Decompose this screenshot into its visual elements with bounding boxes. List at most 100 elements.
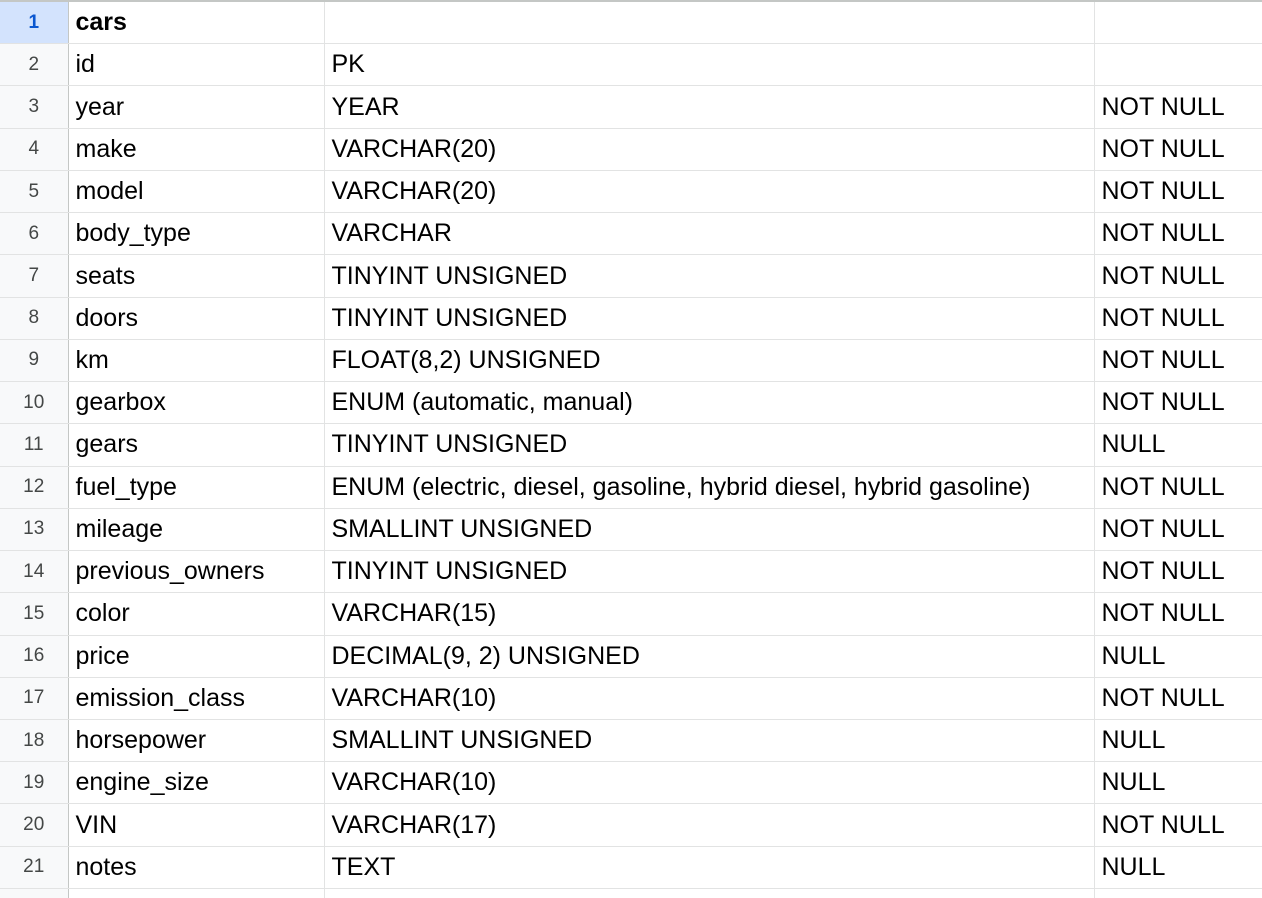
cell-column-b[interactable]: DECIMAL(9, 2) UNSIGNED [324,635,1095,678]
row-header[interactable]: 5 [0,170,69,214]
cell-column-a[interactable]: emission_class [68,677,325,720]
cell-column-b[interactable]: TINYINT UNSIGNED [324,550,1095,594]
empty-cell[interactable] [324,888,1095,898]
cell-column-c[interactable]: NOT NULL [1094,170,1262,214]
cell-column-a[interactable]: body_type [68,212,325,256]
cell-column-a[interactable]: fuel_type [68,466,325,509]
cell-column-a[interactable]: id [68,43,325,87]
cell-column-b[interactable]: VARCHAR [324,212,1095,256]
cell-column-a[interactable]: gearbox [68,381,325,425]
row-header[interactable]: 7 [0,254,69,298]
table-row: 16 price DECIMAL(9, 2) UNSIGNED NULL [0,635,1262,678]
row-header[interactable]: 9 [0,339,69,383]
cell-column-c[interactable]: NOT NULL [1094,677,1262,720]
cell-column-c[interactable]: NULL [1094,846,1262,889]
cell-column-c[interactable]: NOT NULL [1094,508,1262,552]
cell-column-b[interactable]: YEAR [324,85,1095,129]
cell-column-c[interactable]: NULL [1094,719,1262,763]
cell-column-a[interactable]: gears [68,423,325,467]
cell-column-c[interactable] [1094,0,1262,45]
row-header[interactable]: 8 [0,297,69,340]
row-header[interactable]: 4 [0,128,69,171]
cell-column-b[interactable]: PK [324,43,1095,87]
cell-column-a[interactable]: model [68,170,325,214]
cell-column-b[interactable]: SMALLINT UNSIGNED [324,719,1095,763]
row-header[interactable]: 10 [0,381,69,425]
cell-column-b[interactable]: TEXT [324,846,1095,889]
cell-column-c[interactable]: NULL [1094,423,1262,467]
cell-column-b[interactable]: TINYINT UNSIGNED [324,423,1095,467]
row-header[interactable]: 21 [0,846,69,889]
cell-column-a[interactable]: engine_size [68,761,325,805]
row-header[interactable]: 17 [0,677,69,720]
table-row: 20 VIN VARCHAR(17) NOT NULL [0,803,1262,847]
cell-column-b[interactable]: ENUM (automatic, manual) [324,381,1095,425]
cell-column-b[interactable]: VARCHAR(10) [324,761,1095,805]
table-row: 17 emission_class VARCHAR(10) NOT NULL [0,677,1262,720]
cell-column-c[interactable]: NOT NULL [1094,297,1262,340]
row-header[interactable]: 1 [0,0,69,45]
cell-column-c[interactable]: NOT NULL [1094,550,1262,594]
cell-column-b[interactable] [324,0,1095,45]
table-row: 11 gears TINYINT UNSIGNED NULL [0,423,1262,467]
cell-column-b[interactable]: SMALLINT UNSIGNED [324,508,1095,552]
row-header[interactable]: 2 [0,43,69,87]
table-row: 5 model VARCHAR(20) NOT NULL [0,170,1262,214]
table-row: 3 year YEAR NOT NULL [0,85,1262,129]
cell-column-a[interactable]: seats [68,254,325,298]
cell-column-b[interactable]: VARCHAR(15) [324,592,1095,636]
cell-column-a[interactable]: horsepower [68,719,325,763]
cell-column-c[interactable]: NULL [1094,761,1262,805]
cell-column-c[interactable]: NOT NULL [1094,339,1262,383]
row-header[interactable]: 12 [0,466,69,509]
cell-column-a[interactable]: price [68,635,325,678]
empty-cell[interactable] [1094,888,1262,898]
cell-column-b[interactable]: VARCHAR(20) [324,170,1095,214]
row-header[interactable]: 3 [0,85,69,129]
cell-column-b[interactable]: VARCHAR(10) [324,677,1095,720]
cell-column-a[interactable]: make [68,128,325,171]
row-header[interactable]: 20 [0,803,69,847]
table-row: 9 km FLOAT(8,2) UNSIGNED NOT NULL [0,339,1262,383]
cell-column-c[interactable] [1094,43,1262,87]
cell-column-c[interactable]: NOT NULL [1094,466,1262,509]
cell-column-b[interactable]: TINYINT UNSIGNED [324,254,1095,298]
cell-column-b[interactable]: ENUM (electric, diesel, gasoline, hybrid… [324,466,1095,509]
row-header[interactable]: 11 [0,423,69,467]
cell-column-b[interactable]: FLOAT(8,2) UNSIGNED [324,339,1095,383]
cell-column-b[interactable]: VARCHAR(17) [324,803,1095,847]
cell-column-a[interactable]: previous_owners [68,550,325,594]
table-row: 10 gearbox ENUM (automatic, manual) NOT NUL… [0,381,1262,425]
cell-column-b[interactable]: TINYINT UNSIGNED [324,297,1095,340]
cell-column-b[interactable]: VARCHAR(20) [324,128,1095,171]
cell-column-c[interactable]: NOT NULL [1094,803,1262,847]
cell-column-a[interactable]: doors [68,297,325,340]
cell-column-c[interactable]: NOT NULL [1094,254,1262,298]
table-row: 21 notes TEXT NULL [0,846,1262,889]
cell-column-a[interactable]: color [68,592,325,636]
cell-column-c[interactable]: NOT NULL [1094,381,1262,425]
row-header[interactable]: 16 [0,635,69,678]
row-header[interactable]: 14 [0,550,69,594]
cell-column-c[interactable]: NOT NULL [1094,212,1262,256]
row-header[interactable]: 15 [0,592,69,636]
cell-column-a[interactable]: VIN [68,803,325,847]
cell-column-c[interactable]: NOT NULL [1094,85,1262,129]
table-row: 7 seats TINYINT UNSIGNED NOT NULL [0,254,1262,298]
cell-column-c[interactable]: NOT NULL [1094,592,1262,636]
cell-column-a[interactable]: km [68,339,325,383]
cell-column-a[interactable]: year [68,85,325,129]
cell-column-c[interactable]: NOT NULL [1094,128,1262,171]
cell-column-a[interactable]: mileage [68,508,325,552]
cell-column-a[interactable]: notes [68,846,325,889]
row-header[interactable]: 13 [0,508,69,552]
empty-cell[interactable] [68,888,325,898]
cell-column-a[interactable]: cars [68,0,325,45]
row-header[interactable]: 19 [0,761,69,805]
cell-column-c[interactable]: NULL [1094,635,1262,678]
row-header[interactable]: 6 [0,212,69,256]
table-row: 1 cars [0,0,1262,45]
row-header[interactable] [0,888,69,898]
row-header[interactable]: 18 [0,719,69,763]
